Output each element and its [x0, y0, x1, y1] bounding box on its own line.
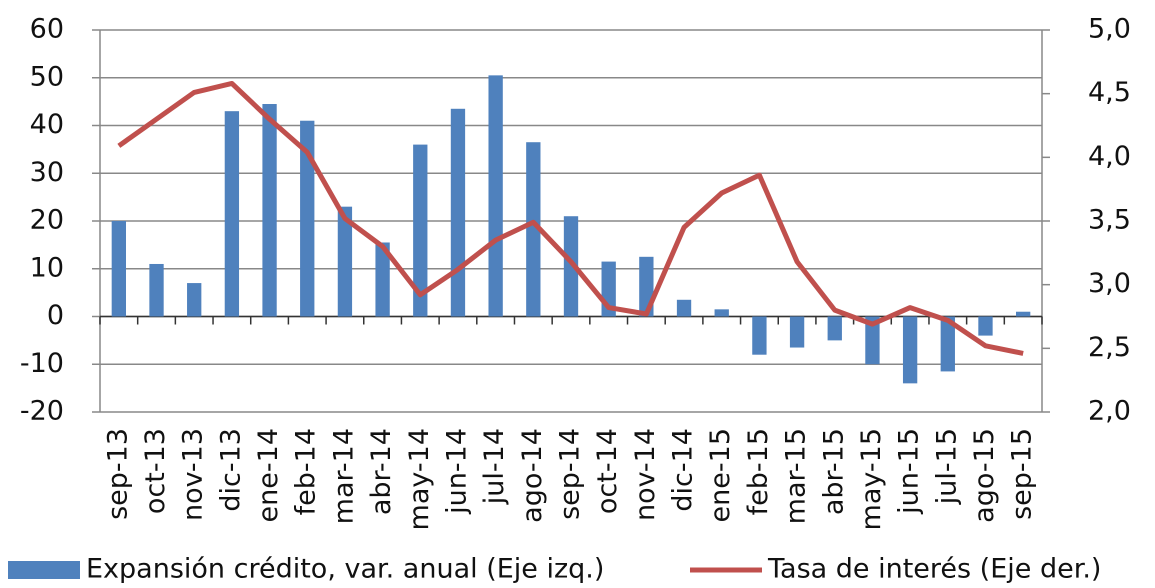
x-tick-label: jun-15: [894, 428, 925, 515]
x-tick-label: oct-13: [140, 428, 171, 514]
x-tick-label: feb-15: [743, 428, 774, 515]
y-tick-label: -20: [20, 396, 64, 427]
x-tick-label: may-15: [856, 428, 887, 530]
bar: [940, 316, 955, 372]
y-tick-label: 0: [47, 300, 64, 331]
x-tick-label: sep-14: [555, 428, 586, 520]
bar: [488, 75, 503, 317]
bar: [1016, 311, 1031, 317]
x-tick-label: jul-15: [931, 428, 962, 505]
bar: [978, 316, 993, 336]
y2-tick-label: 4,0: [1088, 141, 1131, 172]
x-tick-label: ago-14: [517, 428, 548, 523]
x-tick-label: nov-14: [630, 428, 661, 521]
line: [117, 80, 1024, 356]
bar: [714, 309, 729, 317]
x-tick-label: jul-14: [479, 428, 510, 505]
bar: [676, 299, 692, 317]
y-tick-label: 50: [30, 61, 64, 92]
y2-tick-label: 3,0: [1088, 268, 1131, 299]
bar: [752, 316, 767, 355]
bar: [563, 216, 579, 317]
bar: [375, 242, 390, 317]
x-tick-label: ene-15: [705, 428, 736, 522]
x-tick-label: feb-14: [291, 428, 322, 515]
x-tick-label: abr-15: [818, 428, 849, 515]
y2-tick-label: 5,0: [1088, 14, 1131, 45]
bar: [902, 316, 918, 384]
x-tick-label: nov-13: [178, 428, 209, 521]
x-tick-label: abr-14: [366, 428, 397, 515]
y-tick-label: 60: [30, 14, 64, 45]
x-tick-label: jun-14: [441, 428, 472, 515]
bar: [337, 206, 353, 317]
bar: [413, 144, 428, 317]
bar: [300, 120, 315, 317]
x-tick-label: mar-15: [781, 428, 812, 524]
y-tick-label: -10: [20, 348, 64, 379]
y-tick-label: 40: [30, 109, 64, 140]
y2-tick-label: 4,5: [1088, 77, 1131, 108]
y2-tick-label: 3,5: [1088, 205, 1131, 236]
x-tick-label: mar-14: [328, 428, 359, 524]
bar: [149, 263, 164, 317]
legend-label: Expansión crédito, var. anual (Eje izq.): [86, 554, 604, 585]
y-tick-label: 10: [30, 252, 64, 283]
x-tick-label: sep-15: [1007, 428, 1038, 520]
bar: [111, 221, 126, 317]
y-tick-label: 30: [30, 157, 64, 188]
x-tick-label: dic-13: [215, 428, 246, 512]
bar: [262, 104, 277, 317]
y-tick-label: 20: [30, 205, 64, 236]
legend-swatch: [8, 561, 80, 579]
x-tick-label: ene-14: [253, 428, 284, 522]
x-tick-label: ago-15: [969, 428, 1000, 523]
x-tick-label: may-14: [404, 428, 435, 530]
x-tick-label: dic-14: [668, 428, 699, 512]
bar: [450, 108, 466, 317]
bar: [789, 316, 805, 348]
y2-tick-label: 2,5: [1088, 332, 1131, 363]
legend-label: Tasa de interés (Eje der.): [767, 554, 1101, 585]
x-tick-label: oct-14: [592, 428, 623, 514]
bar: [224, 111, 240, 317]
bar: [827, 316, 842, 341]
bar: [865, 316, 880, 365]
bar: [187, 283, 202, 317]
y2-tick-label: 2,0: [1088, 396, 1131, 427]
x-tick-label: sep-13: [102, 428, 133, 520]
bar: [526, 142, 541, 317]
